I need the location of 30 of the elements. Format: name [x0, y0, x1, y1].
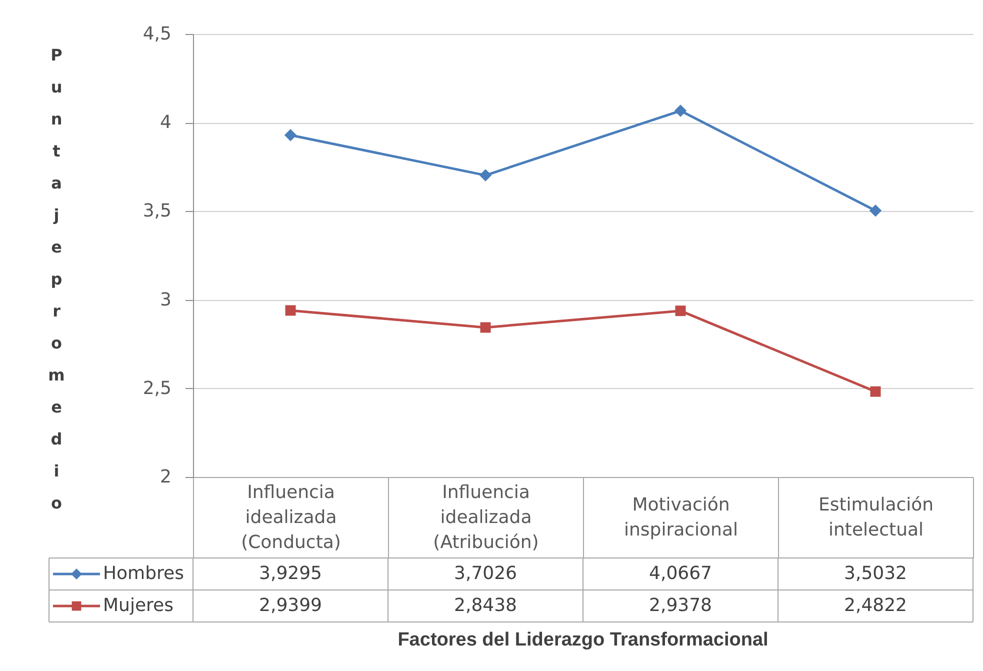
x-tick-label: Influencia idealizada (Conducta) — [241, 482, 341, 553]
point — [479, 169, 492, 182]
data-label: 2,9378 — [649, 595, 712, 616]
y-tick-label: 3,5 — [142, 200, 172, 222]
y-tick-label: 3 — [160, 289, 172, 310]
point — [870, 386, 881, 397]
point — [480, 322, 491, 333]
data-label: 2,4822 — [844, 595, 907, 616]
point — [285, 305, 296, 316]
point — [675, 306, 686, 316]
x-tick-label: Motivación inspiracional — [624, 494, 738, 540]
data-label: 3,9295 — [259, 563, 322, 584]
data-label: 2,9399 — [259, 595, 322, 616]
data-label: 3,7026 — [454, 563, 517, 584]
x-axis-title: Factores del Liderazgo Transformacional — [398, 630, 768, 650]
text: Puntaje promedio — [48, 46, 65, 512]
y-tick-label: 4,5 — [142, 24, 172, 44]
data-label: 3,5032 — [844, 563, 907, 584]
data-label: 4,0667 — [649, 563, 712, 584]
x-tick-label: Influencia idealizada (Atribución) — [433, 482, 539, 553]
y-tick-label: 2 — [160, 466, 172, 488]
point — [674, 104, 687, 117]
data-label: 2,8438 — [454, 595, 517, 616]
x-tick-label: Estimulación intelectual — [818, 494, 934, 540]
legend-label: Mujeres — [103, 595, 174, 616]
y-tick-label: 2,5 — [142, 378, 172, 399]
y-tick-label: 4 — [160, 112, 172, 134]
point — [284, 128, 297, 142]
legend-label: Hombres — [103, 563, 184, 584]
point — [869, 204, 882, 217]
